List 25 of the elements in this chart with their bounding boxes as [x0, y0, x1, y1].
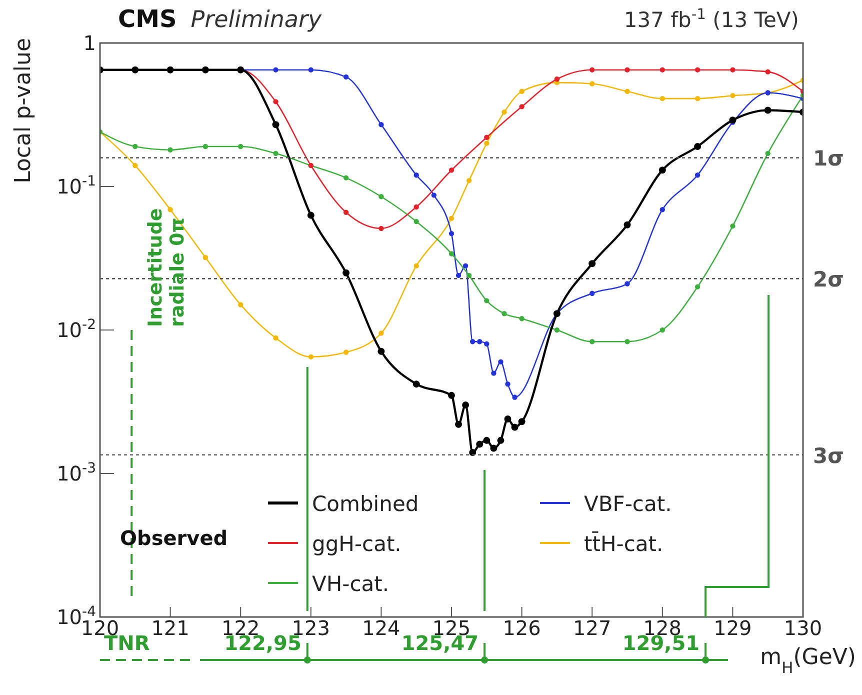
x-tick-label: 129 [714, 616, 752, 640]
ref-line-label: 1σ [813, 146, 844, 171]
ref-line-label: 3σ [813, 444, 844, 468]
chart-subtitle: Preliminary [190, 7, 322, 33]
y-tick-label: 10$^{-2}$ [56, 317, 96, 342]
ref-line-label: Incertitude radiale 0π [144, 208, 189, 327]
x-axis-title: m$_{H}$(GeV) [760, 645, 856, 677]
x-tick-label: 124 [362, 616, 400, 640]
y-axis-title: Local p-value [11, 38, 36, 184]
text: 137 fb$^{-1}$ (13 TeV) [624, 6, 799, 32]
x-tick-label: 121 [151, 616, 190, 640]
legend-title: Observed [120, 526, 228, 550]
legend-label: Combined [312, 492, 419, 516]
x-tick-label: 130 [784, 616, 822, 640]
legend-label: ggH-cat. [312, 532, 402, 556]
legend-label: VBF-cat. [584, 492, 672, 516]
x-tick-label: 126 [502, 616, 541, 640]
legend-label: VH-cat. [312, 572, 390, 596]
legend-label: tt̄H-cat. [584, 531, 664, 556]
chart-title: CMS [118, 5, 177, 33]
y-tick-label: 1 [83, 31, 96, 55]
y-tick-label: 10$^{-3}$ [56, 460, 96, 486]
y-tick-label: 10$^{-1}$ [56, 174, 96, 198]
x-tick-label: 127 [573, 616, 612, 640]
ref-line-label: 2σ [813, 268, 844, 292]
